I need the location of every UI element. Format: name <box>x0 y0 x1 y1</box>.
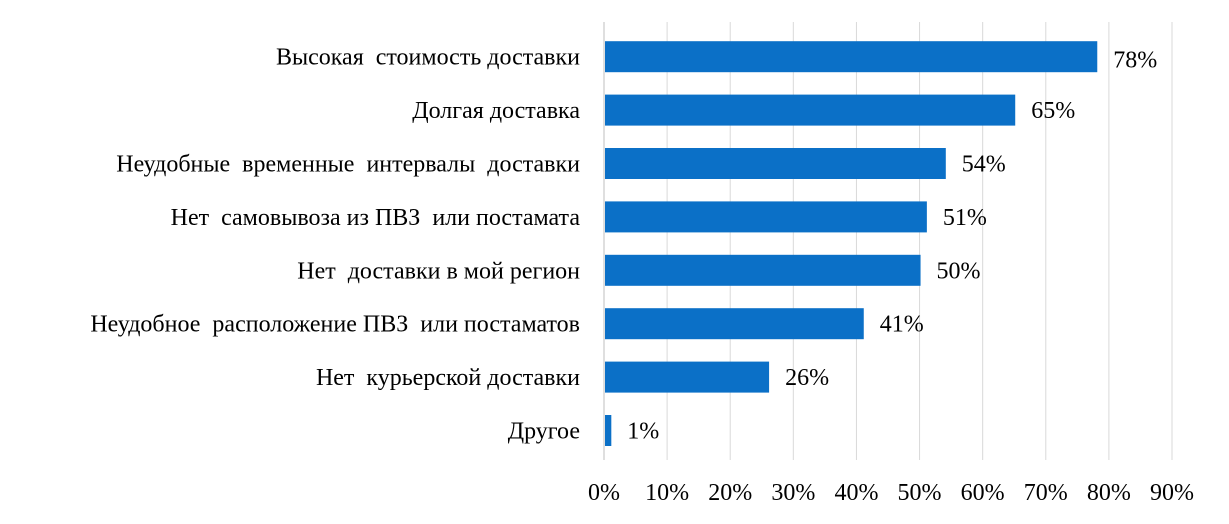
bar <box>605 201 927 233</box>
value-labels: 78% 65% 54% 51% 50% 41% 26% 1% <box>627 48 1157 445</box>
value-label: 1% <box>627 419 659 445</box>
x-tick-label: 40% <box>834 480 878 506</box>
bars <box>605 41 1098 446</box>
x-tick-label: 50% <box>898 480 942 506</box>
gridlines <box>603 22 1173 460</box>
bar <box>605 308 864 340</box>
x-tick-label: 60% <box>961 480 1005 506</box>
value-label: 26% <box>785 365 829 391</box>
bar <box>605 41 1098 73</box>
bar <box>605 415 612 446</box>
bar <box>605 361 770 393</box>
bar <box>605 94 1016 126</box>
category-label: Долгая доставка <box>412 98 580 124</box>
bar <box>605 254 921 286</box>
category-label: Нет самовывоза из ПВЗ или постамата <box>171 205 581 231</box>
category-label: Другое <box>508 419 580 445</box>
x-tick-label: 90% <box>1150 480 1194 506</box>
category-label: Неудобное расположение ПВЗ или постамато… <box>90 312 580 338</box>
category-labels: Высокая стоимость доставки Долгая доставк… <box>90 45 580 445</box>
category-label: Высокая стоимость доставки <box>276 45 580 71</box>
value-label: 54% <box>962 152 1006 178</box>
x-tick-label: 20% <box>708 480 752 506</box>
category-label: Нет доставки в мой регион <box>297 258 580 284</box>
x-tick-label: 30% <box>771 480 815 506</box>
category-label: Неудобные временные интервалы доставки <box>116 152 580 178</box>
x-tick-label: 0% <box>588 480 620 506</box>
x-tick-label: 10% <box>645 480 689 506</box>
value-label: 78% <box>1113 48 1157 74</box>
value-label: 65% <box>1031 98 1075 124</box>
x-tick-label: 70% <box>1024 480 1068 506</box>
value-label: 51% <box>943 205 987 231</box>
bar <box>605 148 946 179</box>
value-label: 41% <box>880 312 924 338</box>
value-label: 50% <box>937 258 981 284</box>
x-tick-label: 80% <box>1087 480 1131 506</box>
x-tick-labels: 0% 10% 20% 30% 40% 50% 60% 70% 80% 90% <box>588 480 1194 506</box>
category-label: Нет курьерской доставки <box>316 365 580 391</box>
